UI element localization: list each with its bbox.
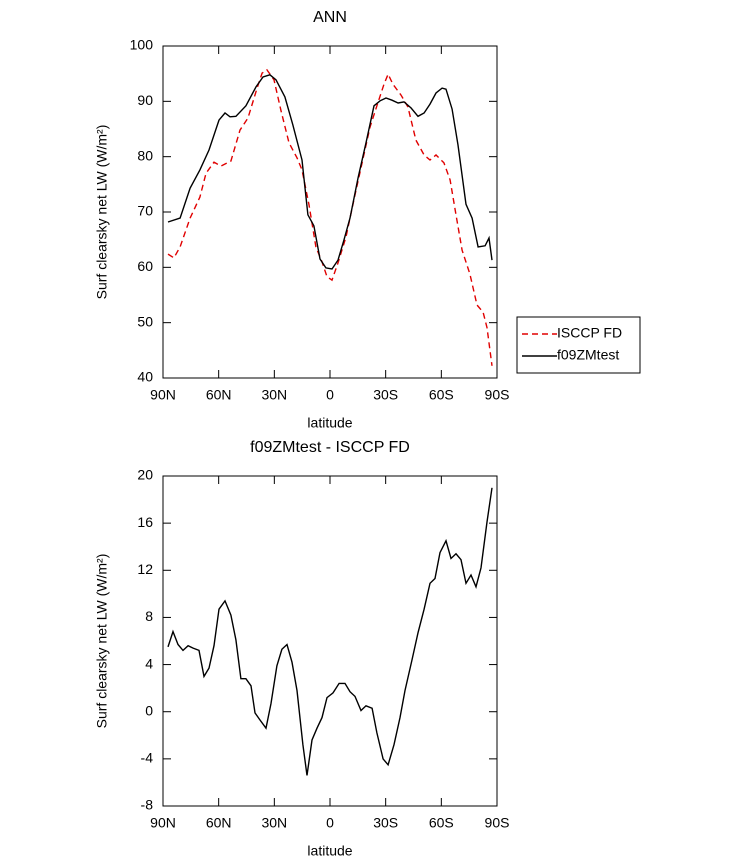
x-axis-label: latitude [307, 843, 352, 859]
x-tick-label: 0 [326, 815, 334, 831]
y-tick-label: -4 [141, 750, 154, 766]
y-tick-label: -8 [141, 797, 154, 813]
y-tick-label: 90 [137, 92, 153, 108]
x-tick-label: 90S [485, 815, 510, 831]
x-tick-label: 0 [326, 387, 334, 403]
y-tick-label: 100 [130, 37, 154, 53]
plot-frame [162, 45, 498, 379]
y-tick-label: 8 [145, 608, 153, 624]
x-tick-label: 90N [150, 387, 176, 403]
data-line [167, 68, 493, 366]
y-tick-label: 40 [137, 369, 153, 385]
x-tick-label: 90S [485, 387, 510, 403]
x-tick-label: 30S [373, 387, 398, 403]
plot-frame [162, 475, 498, 807]
y-tick-label: 70 [137, 203, 153, 219]
data-line [167, 487, 493, 776]
y-tick-label: 4 [145, 655, 153, 671]
data-line [167, 74, 493, 270]
x-tick-label: 60S [429, 387, 454, 403]
y-tick-label: 16 [137, 514, 153, 530]
y-tick-label: 80 [137, 147, 153, 163]
legend-label: ISCCP FD [557, 325, 622, 341]
legend-box [516, 316, 641, 374]
y-tick-label: 0 [145, 702, 153, 718]
x-tick-label: 60N [206, 387, 232, 403]
y-axis-label: Surf clearsky net LW (W/m²) [94, 554, 110, 729]
chart-title: f09ZMtest - ISCCP FD [250, 439, 410, 456]
x-tick-label: 30N [261, 387, 287, 403]
y-tick-label: 60 [137, 258, 153, 274]
legend-label: f09ZMtest [557, 347, 619, 363]
y-tick-label: 50 [137, 313, 153, 329]
chart-title: ANN [313, 9, 347, 26]
y-tick-label: 12 [137, 561, 153, 577]
x-tick-label: 60N [206, 815, 232, 831]
y-axis-label: Surf clearsky net LW (W/m²) [94, 125, 110, 300]
y-tick-label: 20 [137, 467, 153, 483]
x-axis-label: latitude [307, 415, 352, 431]
x-tick-label: 60S [429, 815, 454, 831]
x-tick-label: 30N [261, 815, 287, 831]
x-tick-label: 90N [150, 815, 176, 831]
x-tick-label: 30S [373, 815, 398, 831]
